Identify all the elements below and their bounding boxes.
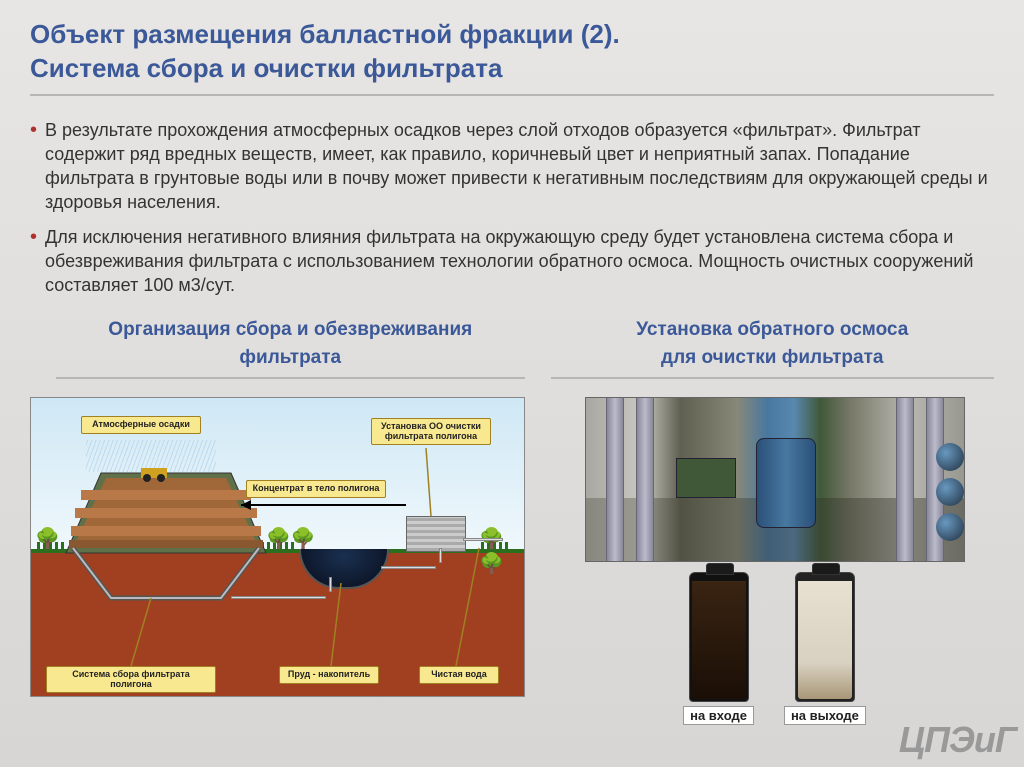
figure-photos: на входе на выходе [555,397,994,725]
bullet-2-text: Для исключения негативного влияния фильт… [45,225,994,298]
bottle-out-shape [795,572,855,702]
subtitle-left-l1: Организация сбора и обезвреживания [108,319,472,340]
bullet-1-text: В результате прохождения атмосферных оса… [45,118,994,215]
bullet-2: • Для исключения негативного влияния фил… [30,225,994,298]
leader-lines [31,398,551,698]
bottle-out: на выходе [784,572,866,725]
bullet-icon: • [30,225,37,298]
title-block: Объект размещения балластной фракции (2)… [0,0,1024,108]
bottle-in-shape [689,572,749,702]
bottle-in-label: на входе [683,706,754,725]
title-line-1: Объект размещения балластной фракции (2)… [30,19,620,49]
subtitle-right-l1: Установка обратного осмоса [636,319,908,340]
subtitle-right-l2: для очистки фильтрата [661,347,883,368]
slide: Объект размещения балластной фракции (2)… [0,0,1024,767]
photo-reverse-osmosis [585,397,965,562]
slide-title: Объект размещения балластной фракции (2)… [30,18,994,96]
subtitle-right: Установка обратного осмоса для очистки ф… [551,316,994,379]
bullet-icon: • [30,118,37,215]
subtitle-left: Организация сбора и обезвреживания фильт… [30,316,551,379]
bullet-1: • В результате прохождения атмосферных о… [30,118,994,215]
logo: ЦПЭиГ [899,719,1016,761]
figures-row: 🌳 🌳🌳 🌳🌳 [0,387,1024,725]
bottle-in: на входе [683,572,754,725]
figure-diagram: 🌳 🌳🌳 🌳🌳 [30,397,525,697]
subtitles-row: Организация сбора и обезвреживания фильт… [0,308,1024,387]
bottle-out-label: на выходе [784,706,866,725]
title-line-2: Система сбора и очистки фильтрата [30,53,502,83]
bottles-row: на входе на выходе [555,572,994,725]
landfill-diagram: 🌳 🌳🌳 🌳🌳 [30,397,525,697]
body-block: • В результате прохождения атмосферных о… [0,108,1024,298]
subtitle-left-l2: фильтрата [239,347,341,368]
